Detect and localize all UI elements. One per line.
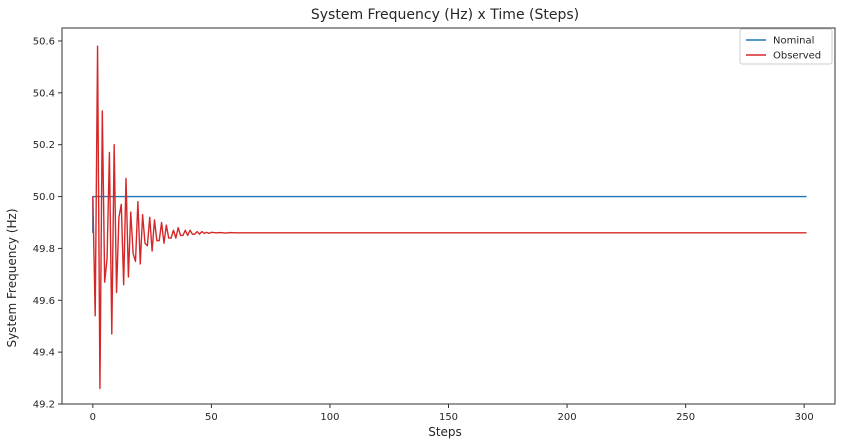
- x-tick-label: 150: [439, 412, 458, 423]
- x-tick-label: 0: [90, 412, 96, 423]
- x-axis-title: Steps: [428, 425, 462, 439]
- chart-title: System Frequency (Hz) x Time (Steps): [311, 7, 579, 23]
- x-tick-label: 200: [558, 412, 577, 423]
- legend-label: Observed: [773, 51, 821, 62]
- x-tick-label: 100: [320, 412, 339, 423]
- y-tick-label: 49.6: [33, 296, 55, 307]
- series-lines: [92, 45, 807, 390]
- y-tick-label: 49.2: [33, 400, 55, 411]
- y-tick-label: 50.4: [33, 88, 55, 99]
- y-tick-label: 49.4: [33, 348, 55, 359]
- series-line-nominal: [92, 195, 807, 233]
- legend: Nominal Observed: [739, 28, 833, 65]
- legend-label: Nominal: [773, 36, 814, 47]
- y-tick-label: 50.2: [33, 140, 55, 151]
- y-tick-label: 50.6: [33, 36, 55, 47]
- y-axis: 49.2 49.4 49.6 49.8 50.0 50.2 50.4 50.6: [33, 36, 62, 411]
- x-tick-label: 300: [795, 412, 814, 423]
- x-tick-label: 50: [205, 412, 218, 423]
- x-axis: 0 50 100 150 200 250 300: [90, 404, 814, 423]
- y-tick-label: 49.8: [33, 244, 55, 255]
- y-tick-label: 50.0: [33, 192, 55, 203]
- y-axis-title: System Frequency (Hz): [5, 208, 19, 347]
- series-line-observed: [92, 45, 807, 390]
- plot-area-frame: [61, 27, 836, 405]
- x-tick-label: 250: [676, 412, 695, 423]
